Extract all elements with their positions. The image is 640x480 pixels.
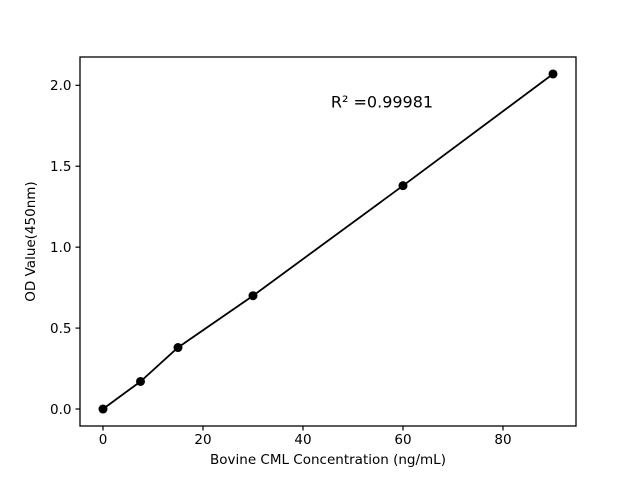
data-point [548,69,558,79]
y-tick-label: 2.0 [50,78,71,94]
x-tick-label: 60 [394,432,411,448]
data-point [98,404,108,414]
y-axis-label: OD Value(450nm) [23,181,39,301]
x-axis-label: Bovine CML Concentration (ng/mL) [210,452,446,468]
x-tick-label: 0 [99,432,108,448]
fit-line [102,73,554,410]
y-tick-label: 0.0 [50,402,71,418]
data-point [398,181,408,191]
data-point [173,343,183,353]
plot-border [79,56,577,427]
data-point [136,376,145,386]
y-tick-label: 1.0 [50,240,71,256]
x-tick-label: 40 [294,432,311,448]
r-squared-annotation: R² =0.99981 [331,92,433,111]
x-tick-label: 20 [194,432,211,448]
y-tick-label: 0.5 [50,321,71,337]
x-tick-label: 80 [494,432,511,448]
data-point [248,291,258,301]
y-tick-label: 1.5 [50,159,71,175]
